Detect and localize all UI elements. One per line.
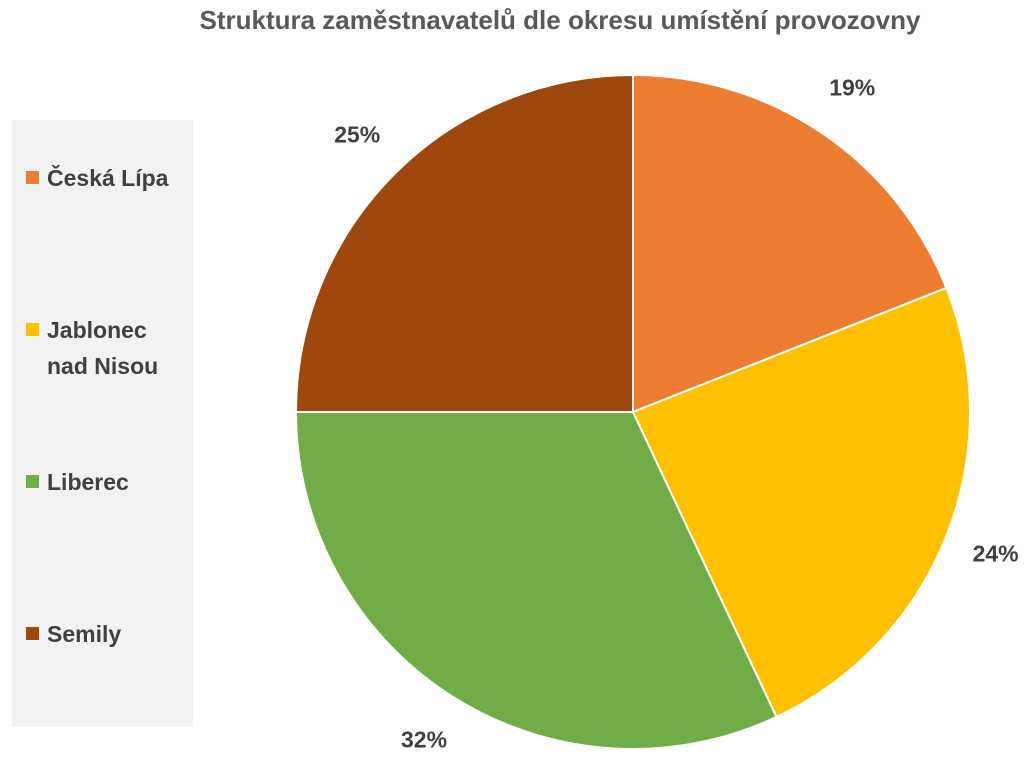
data-label: 32% [401, 726, 447, 752]
legend-entry: Česká Lípa [26, 160, 186, 196]
legend-label: Česká Lípa [47, 165, 169, 191]
pie-slice [294, 411, 778, 750]
data-label: 25% [334, 121, 380, 147]
legend-label: Liberec [47, 469, 129, 495]
legend-swatch [26, 171, 39, 184]
legend-label: Semily [47, 621, 122, 647]
data-label: 24% [973, 541, 1019, 567]
legend-swatch [26, 627, 39, 640]
legend-entry: Liberec [26, 464, 186, 500]
legend: Česká Lípa Jablonec nad Nisou Liberec Semil… [12, 120, 193, 727]
legend-label: Jablonec nad Nisou [47, 317, 159, 379]
legend-swatch [26, 475, 39, 488]
data-label: 19% [829, 75, 875, 101]
legend-swatch [26, 323, 39, 336]
legend-entry: Jablonec nad Nisou [26, 312, 186, 384]
pie-slice [631, 286, 971, 719]
pie-slice [632, 73, 948, 414]
chart-title: Struktura zaměstnavatelů dle okresu umís… [200, 5, 922, 35]
pie-slice [294, 73, 634, 413]
legend-entry: Semily [26, 616, 186, 652]
